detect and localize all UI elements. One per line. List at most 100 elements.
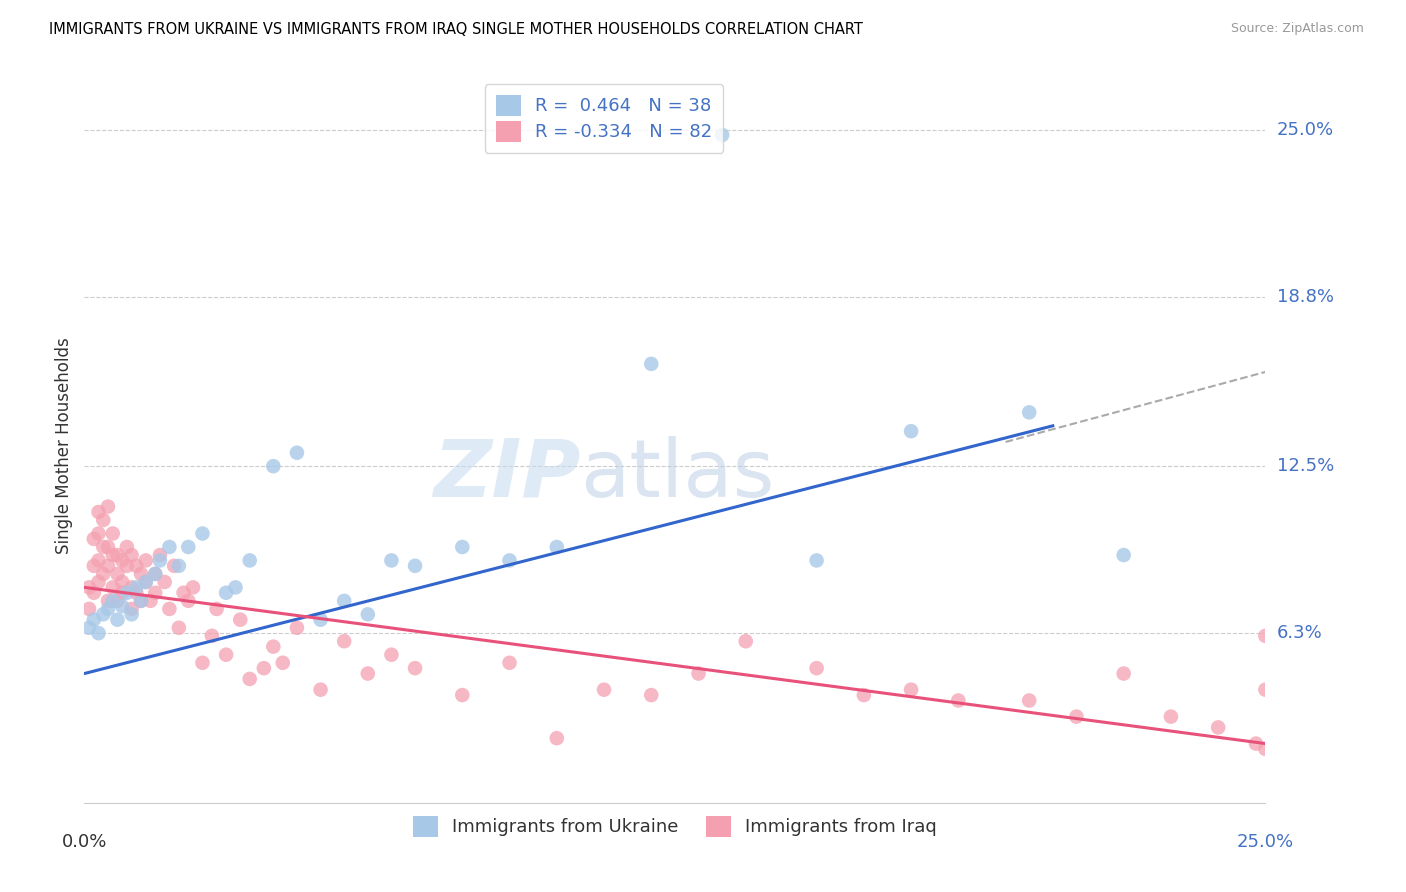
Text: 0.0%: 0.0% <box>62 833 107 851</box>
Point <box>380 553 402 567</box>
Point <box>97 594 120 608</box>
Point <box>143 566 166 581</box>
Point <box>87 574 110 589</box>
Point <box>129 566 152 581</box>
Point <box>229 613 252 627</box>
Point <box>91 607 114 622</box>
Text: IMMIGRANTS FROM UKRAINE VS IMMIGRANTS FROM IRAQ SINGLE MOTHER HOUSEHOLDS CORRELA: IMMIGRANTS FROM UKRAINE VS IMMIGRANTS FR… <box>49 22 863 37</box>
Point <box>1160 709 1182 723</box>
Point <box>806 661 828 675</box>
Point <box>688 666 710 681</box>
Point <box>101 594 124 608</box>
Text: 25.0%: 25.0% <box>1277 120 1334 138</box>
Point <box>121 580 143 594</box>
Point <box>121 602 143 616</box>
Text: 12.5%: 12.5% <box>1277 458 1334 475</box>
Point <box>239 672 262 686</box>
Point <box>173 586 195 600</box>
Point <box>157 540 180 554</box>
Point <box>153 574 176 589</box>
Point <box>640 688 662 702</box>
Point <box>135 574 157 589</box>
Point <box>129 594 152 608</box>
Point <box>333 634 356 648</box>
Point <box>191 526 214 541</box>
Point <box>181 580 204 594</box>
Point <box>734 634 756 648</box>
Point <box>357 666 380 681</box>
Text: atlas: atlas <box>581 435 775 514</box>
Point <box>498 553 520 567</box>
Y-axis label: Single Mother Households: Single Mother Households <box>55 338 73 554</box>
Point <box>167 558 190 573</box>
Point <box>125 580 148 594</box>
Text: Source: ZipAtlas.com: Source: ZipAtlas.com <box>1230 22 1364 36</box>
Point <box>1112 666 1135 681</box>
Text: 18.8%: 18.8% <box>1277 287 1333 306</box>
Point <box>806 553 828 567</box>
Point <box>107 566 129 581</box>
Point <box>167 621 190 635</box>
Text: ZIP: ZIP <box>433 435 581 514</box>
Point <box>262 459 284 474</box>
Point <box>404 661 426 675</box>
Point <box>900 424 922 438</box>
Point <box>115 558 138 573</box>
Point <box>157 602 180 616</box>
Point <box>91 540 114 554</box>
Point <box>115 586 138 600</box>
Point <box>285 621 308 635</box>
Point <box>205 602 228 616</box>
Point <box>546 540 568 554</box>
Point <box>1206 720 1229 734</box>
Point <box>97 500 120 514</box>
Point <box>135 574 157 589</box>
Point <box>83 613 105 627</box>
Point <box>1066 709 1088 723</box>
Text: 25.0%: 25.0% <box>1237 833 1294 851</box>
Point <box>121 607 143 622</box>
Point <box>262 640 284 654</box>
Point <box>451 688 474 702</box>
Point <box>451 540 474 554</box>
Point <box>191 656 214 670</box>
Point <box>357 607 380 622</box>
Point <box>143 566 166 581</box>
Point <box>101 548 124 562</box>
Point <box>97 540 120 554</box>
Point <box>404 558 426 573</box>
Point <box>163 558 186 573</box>
Point <box>91 513 114 527</box>
Point <box>1018 693 1040 707</box>
Point <box>285 446 308 460</box>
Point <box>77 621 100 635</box>
Point <box>101 580 124 594</box>
Point <box>83 558 105 573</box>
Point <box>177 594 200 608</box>
Point <box>107 613 129 627</box>
Point <box>309 682 332 697</box>
Point <box>111 574 134 589</box>
Point <box>121 548 143 562</box>
Point <box>309 613 332 627</box>
Point <box>380 648 402 662</box>
Point <box>1254 629 1277 643</box>
Point <box>87 505 110 519</box>
Point <box>143 586 166 600</box>
Point <box>333 594 356 608</box>
Point <box>91 566 114 581</box>
Point <box>852 688 875 702</box>
Point <box>77 580 100 594</box>
Point <box>83 532 105 546</box>
Point <box>125 558 148 573</box>
Point <box>498 656 520 670</box>
Point <box>97 602 120 616</box>
Point <box>135 553 157 567</box>
Text: 6.3%: 6.3% <box>1277 624 1322 642</box>
Point <box>201 629 224 643</box>
Point <box>115 540 138 554</box>
Point <box>1244 737 1267 751</box>
Point <box>87 553 110 567</box>
Point <box>271 656 294 670</box>
Point <box>87 526 110 541</box>
